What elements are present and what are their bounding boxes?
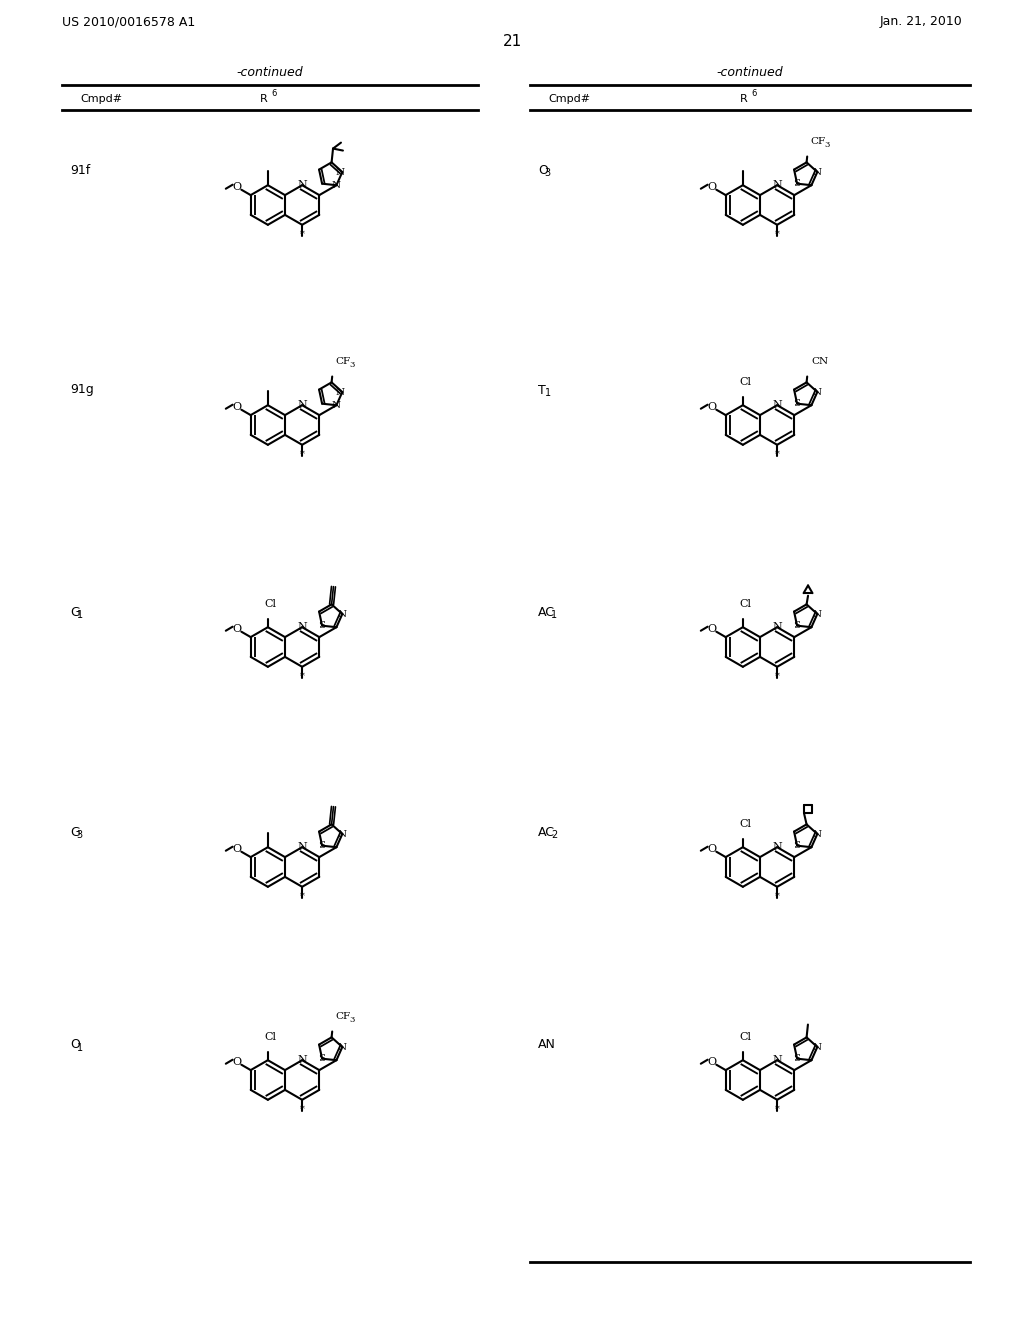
- Text: Cl: Cl: [265, 599, 276, 610]
- Text: S: S: [318, 841, 326, 850]
- Text: 91f: 91f: [70, 164, 90, 177]
- Text: CF: CF: [336, 356, 351, 366]
- Text: -continued: -continued: [717, 66, 783, 78]
- Text: 1: 1: [77, 610, 83, 620]
- Text: S: S: [794, 399, 801, 408]
- Text: 6: 6: [271, 90, 276, 99]
- Text: CF: CF: [811, 136, 825, 145]
- Text: *: *: [775, 230, 779, 239]
- Text: S: S: [318, 622, 326, 630]
- Text: N: N: [772, 181, 782, 190]
- Text: N: N: [813, 610, 822, 619]
- Text: O: O: [232, 182, 242, 193]
- Text: 3: 3: [545, 168, 551, 178]
- Text: Cl: Cl: [740, 820, 752, 829]
- Text: S: S: [794, 841, 801, 850]
- Text: Cmpd#: Cmpd#: [548, 94, 590, 104]
- Text: N: N: [336, 388, 345, 396]
- Text: N: N: [338, 829, 347, 838]
- Text: O: O: [708, 403, 717, 412]
- Text: N: N: [813, 388, 822, 396]
- Text: US 2010/0016578 A1: US 2010/0016578 A1: [62, 16, 196, 29]
- Text: Cl: Cl: [740, 1032, 752, 1043]
- Text: N: N: [813, 168, 822, 177]
- Text: O: O: [232, 845, 242, 854]
- Text: G: G: [70, 825, 80, 838]
- Text: *: *: [775, 672, 779, 681]
- Text: O: O: [708, 624, 717, 634]
- Text: R: R: [260, 94, 267, 104]
- Text: -continued: -continued: [237, 66, 303, 78]
- Text: N: N: [772, 1055, 782, 1065]
- Text: AC: AC: [538, 606, 555, 619]
- Text: *: *: [300, 892, 304, 900]
- Text: G: G: [70, 606, 80, 619]
- Text: N: N: [813, 829, 822, 838]
- Text: N: N: [336, 168, 345, 177]
- Text: T: T: [538, 384, 546, 396]
- Text: 3: 3: [824, 140, 830, 149]
- Text: N: N: [338, 610, 347, 619]
- Text: N: N: [297, 181, 307, 190]
- Text: O: O: [708, 1057, 717, 1067]
- Text: N: N: [813, 1043, 822, 1052]
- Text: O: O: [708, 845, 717, 854]
- Text: N: N: [332, 401, 341, 409]
- Text: O: O: [232, 624, 242, 634]
- Text: S: S: [318, 1055, 326, 1063]
- Text: Cmpd#: Cmpd#: [80, 94, 122, 104]
- Text: 21: 21: [503, 34, 521, 49]
- Text: 1: 1: [551, 610, 557, 620]
- Text: S: S: [794, 180, 801, 189]
- Text: Cl: Cl: [265, 1032, 276, 1043]
- Text: N: N: [297, 622, 307, 632]
- Text: AC: AC: [538, 825, 555, 838]
- Text: Cl: Cl: [740, 599, 752, 610]
- Text: N: N: [338, 1043, 347, 1052]
- Text: AN: AN: [538, 1039, 556, 1052]
- Text: *: *: [300, 230, 304, 239]
- Text: O: O: [708, 182, 717, 193]
- Text: 3: 3: [77, 830, 83, 840]
- Text: 6: 6: [751, 90, 757, 99]
- Text: S: S: [794, 1055, 801, 1063]
- Text: Cl: Cl: [740, 378, 752, 387]
- Text: O: O: [70, 1039, 80, 1052]
- Text: 91g: 91g: [70, 384, 94, 396]
- Text: S: S: [794, 622, 801, 630]
- Text: O: O: [232, 403, 242, 412]
- Text: CN: CN: [812, 356, 828, 366]
- Text: 1: 1: [77, 1043, 83, 1053]
- Text: *: *: [300, 1105, 304, 1114]
- Text: N: N: [772, 622, 782, 632]
- Text: 3: 3: [350, 1015, 355, 1023]
- Text: N: N: [297, 400, 307, 411]
- Text: 1: 1: [545, 388, 551, 399]
- Text: N: N: [297, 1055, 307, 1065]
- Text: Jan. 21, 2010: Jan. 21, 2010: [880, 16, 962, 29]
- Text: CF: CF: [336, 1011, 351, 1020]
- Text: 3: 3: [350, 360, 355, 368]
- Text: 2: 2: [551, 830, 557, 840]
- Text: O: O: [538, 164, 548, 177]
- Text: N: N: [772, 842, 782, 853]
- Text: N: N: [332, 181, 341, 190]
- Text: *: *: [300, 450, 304, 458]
- Text: *: *: [300, 672, 304, 681]
- Text: N: N: [772, 400, 782, 411]
- Text: O: O: [232, 1057, 242, 1067]
- Text: *: *: [775, 892, 779, 900]
- Text: *: *: [775, 1105, 779, 1114]
- Text: R: R: [740, 94, 748, 104]
- Text: N: N: [297, 842, 307, 853]
- Text: *: *: [775, 450, 779, 458]
